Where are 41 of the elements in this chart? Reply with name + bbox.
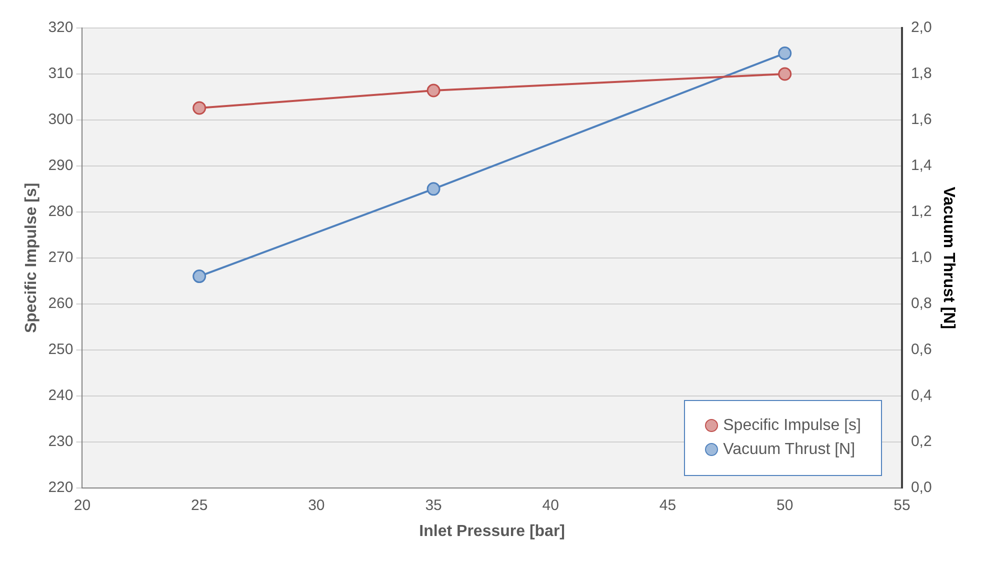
y2-tick-label: 0,4: [910, 386, 932, 404]
y-tick-label: 310: [48, 65, 74, 82]
y2-tick-label: 0,2: [910, 432, 932, 450]
point: [778, 46, 792, 60]
y2-tick-label: 1,6: [910, 111, 932, 128]
legend-label: Vacuum Thrust [N]: [723, 440, 856, 459]
point: [426, 182, 440, 196]
y2-tick-label: 0,8: [910, 295, 932, 312]
y-tick-label: 300: [48, 111, 74, 128]
x-tick-label: 40: [542, 496, 559, 514]
y-tick-label: 240: [48, 386, 74, 404]
y2-tick-label: 1,2: [910, 203, 932, 220]
y-tick-label: 220: [48, 478, 74, 496]
y-tick-label: 290: [48, 157, 74, 174]
x-tick-label: 25: [190, 496, 208, 514]
x-tick-label: 50: [776, 496, 794, 514]
x-tick-label: 30: [308, 496, 325, 514]
y-tick-label: 250: [48, 341, 74, 358]
y-tick-label: 260: [48, 295, 74, 312]
x-tick-label: 45: [659, 496, 676, 514]
x-tick-label: 55: [894, 496, 910, 514]
y2-tick-label: 2,0: [910, 19, 932, 36]
point: [192, 101, 206, 115]
y2-tick-label: 1,4: [910, 157, 932, 174]
y2-tick-label: 0,6: [910, 341, 932, 358]
x-tick-label: 35: [425, 496, 442, 514]
y-tick-label: 230: [48, 432, 74, 450]
y-axis-title: Specific Impulse [s]: [23, 182, 40, 334]
y2-tick-label: 1,0: [910, 249, 932, 266]
y2-tick-label: 0,0: [910, 478, 932, 496]
y2-axis-title: Vacuum Thrust [N]: [940, 186, 957, 330]
x-tick-label: 20: [74, 496, 91, 514]
point: [778, 67, 792, 81]
legend-label: Specific Impulse [s]: [723, 416, 861, 435]
x-axis-title: Inlet Pressure [bar]: [419, 522, 565, 540]
y-tick-label: 270: [48, 249, 74, 266]
point: [192, 270, 206, 284]
y-tick-label: 320: [48, 19, 74, 36]
point: [426, 84, 440, 98]
y-tick-label: 280: [48, 203, 74, 220]
y2-tick-label: 1,8: [910, 65, 932, 82]
